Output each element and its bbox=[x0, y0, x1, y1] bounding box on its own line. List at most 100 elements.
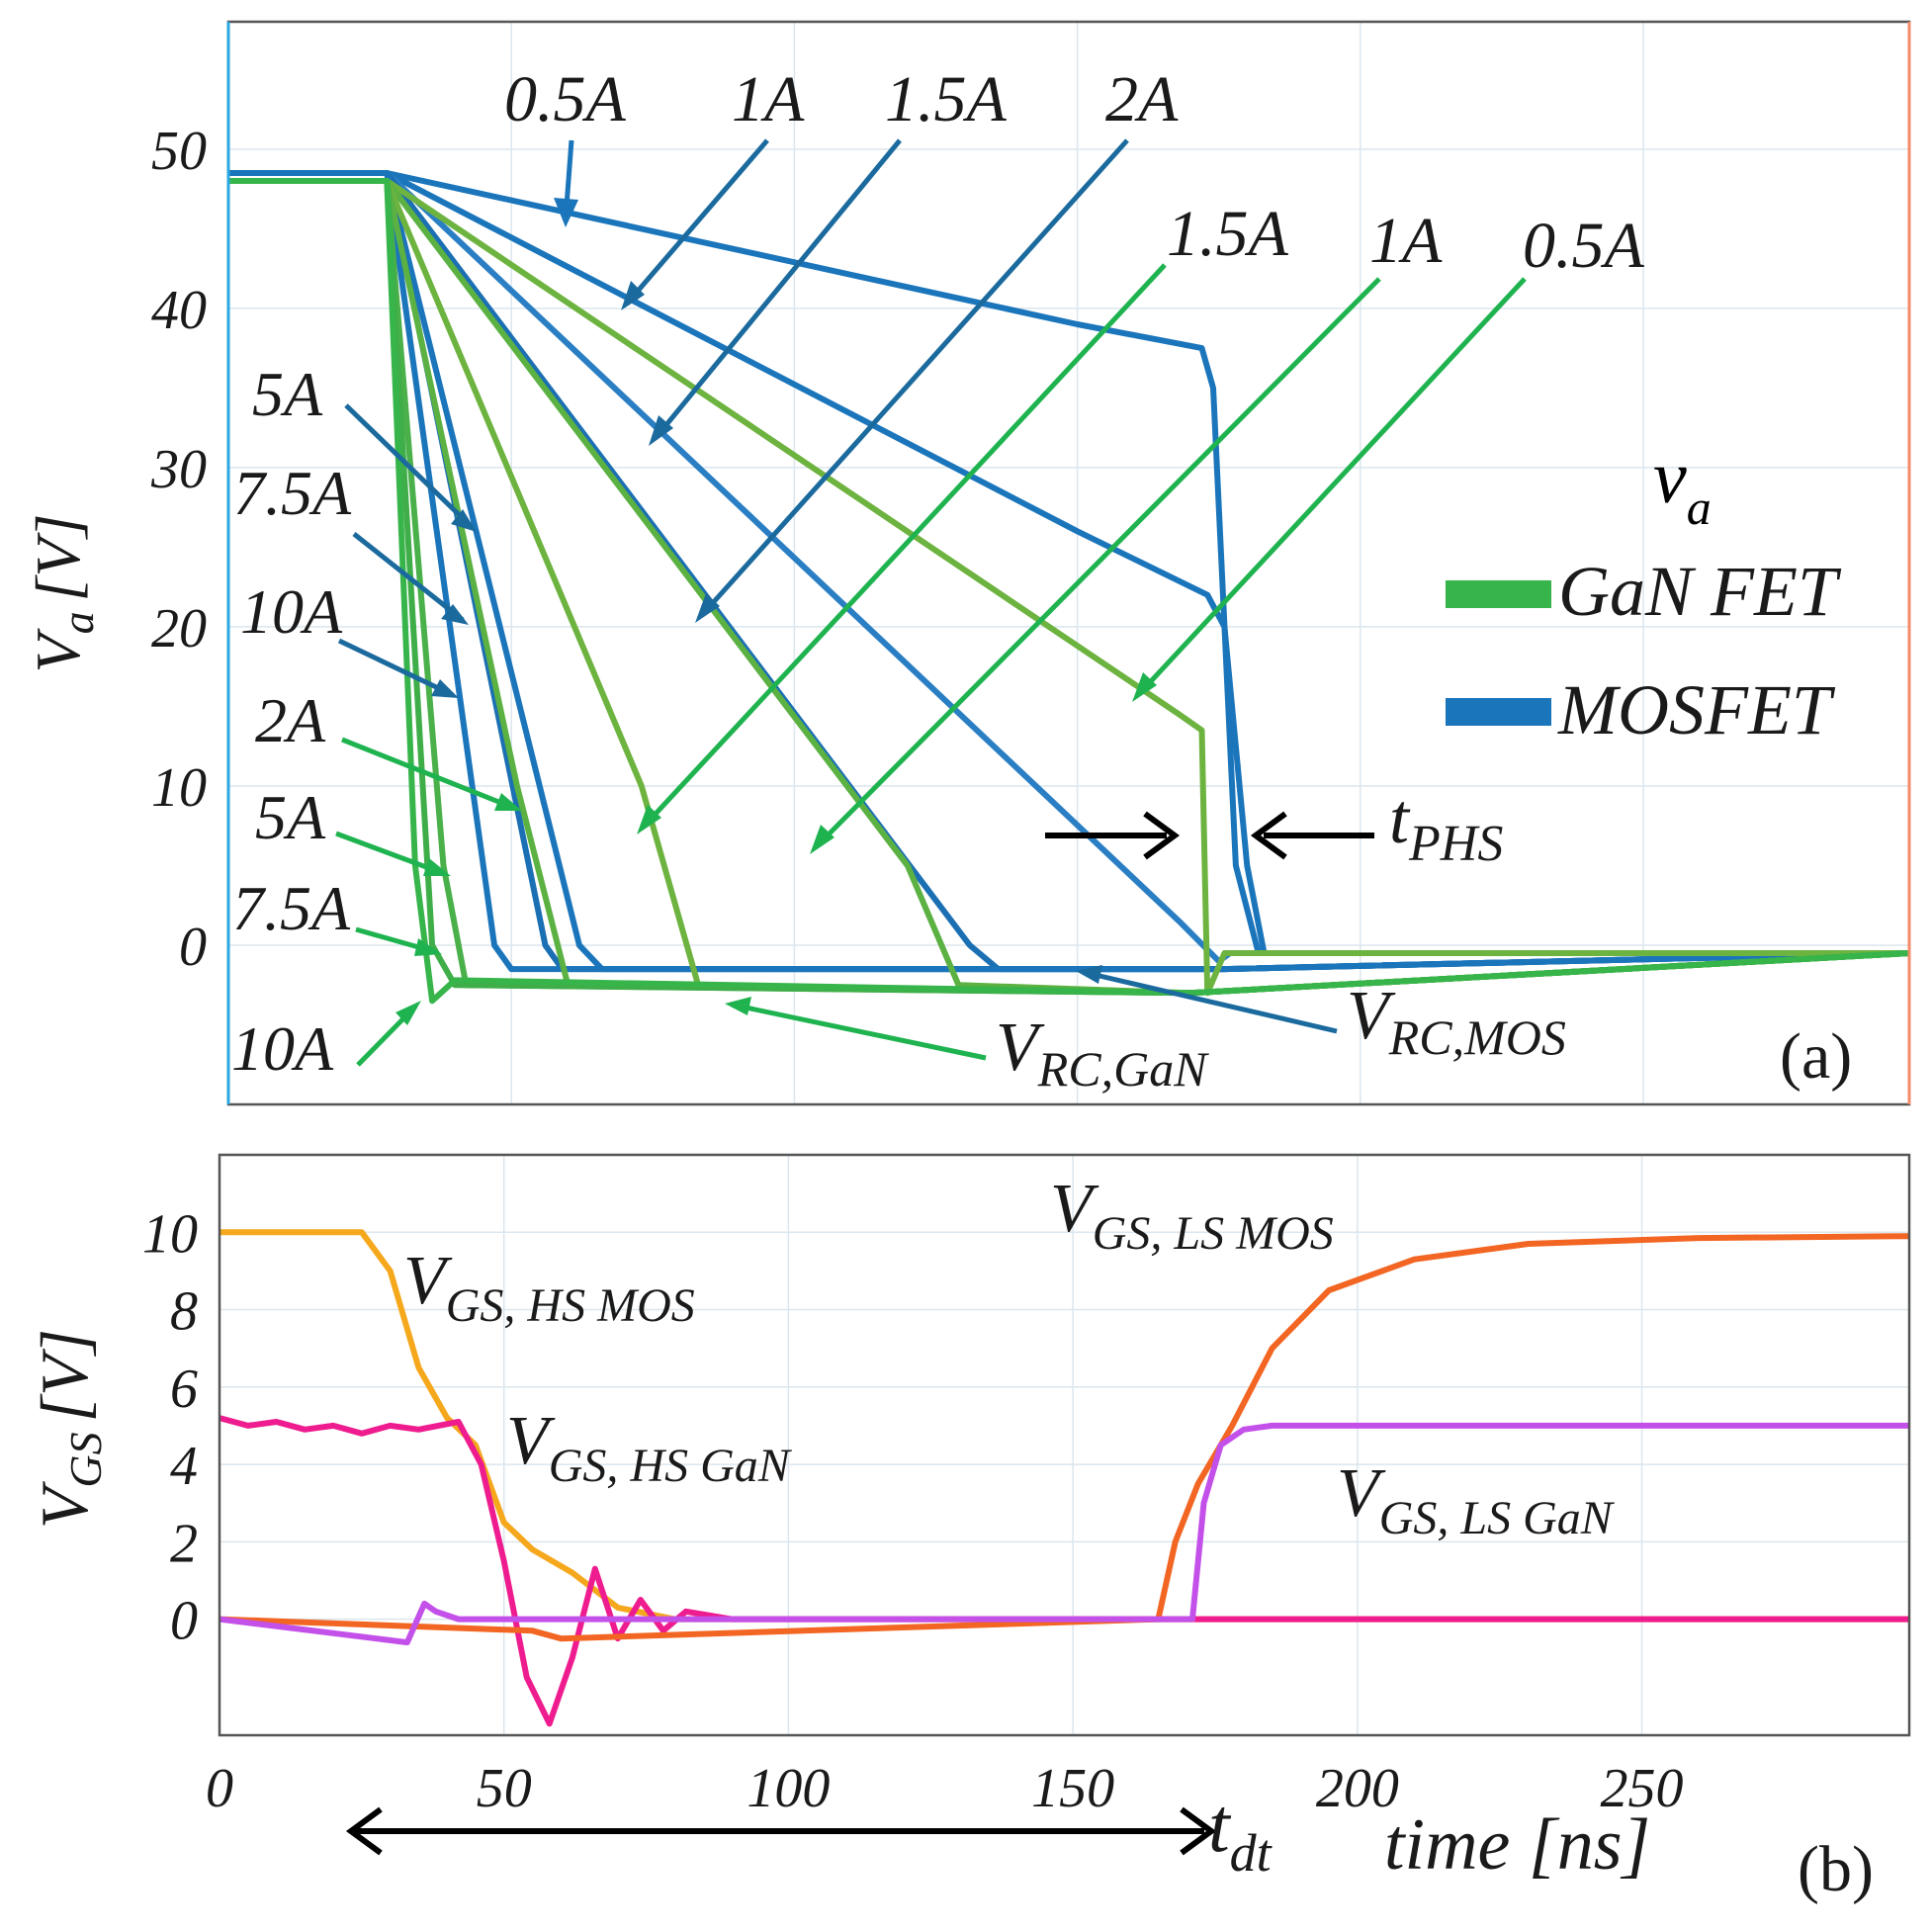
arrowhead-mos-7-5a bbox=[441, 604, 469, 625]
gan-series-10a bbox=[228, 178, 1910, 1005]
mosfet-series-10a bbox=[228, 170, 1910, 973]
t-phs-label: tPHS bbox=[1389, 779, 1503, 872]
label-ls-gan-sub: GS, LS GaN bbox=[1379, 1492, 1616, 1544]
v-rc-gan-label: VRC,GaN bbox=[996, 1010, 1209, 1097]
series-gs-hs-mos bbox=[220, 1229, 1909, 1623]
mos-label-1a: 1A bbox=[732, 63, 805, 135]
arrowhead-gan-7-5a bbox=[414, 938, 442, 956]
arrowhead-mos-1a bbox=[621, 281, 645, 310]
t-phs-sub: PHS bbox=[1408, 816, 1503, 872]
legend-mos-label: MOSFET bbox=[1557, 670, 1836, 749]
mos-top-current-labels: 0.5A 1A 1.5A 2A bbox=[504, 63, 1179, 135]
gan-label-7-5a: 7.5A bbox=[232, 873, 351, 943]
label-hs-mos-sub: GS, HS MOS bbox=[446, 1279, 695, 1332]
series-gs-ls-gan bbox=[219, 1422, 1909, 1646]
mos-label-5a: 5A bbox=[252, 359, 323, 429]
panel-b-ytick-label: 4 bbox=[170, 1436, 198, 1497]
label-hs-gan-sub: GS, HS GaN bbox=[549, 1440, 793, 1492]
panel-b-series bbox=[219, 1229, 1910, 1727]
panel-b-xtick-label: 50 bbox=[477, 1758, 532, 1819]
arrow-gan-1a bbox=[815, 277, 1381, 848]
panel-a-legend: va GaN FET MOSFET bbox=[1446, 436, 1842, 749]
arrowhead-gan-10a bbox=[395, 1001, 421, 1025]
arrowhead-mos-2a bbox=[695, 593, 720, 623]
panel-b-xtick-label: 150 bbox=[1031, 1758, 1114, 1819]
mos-label-0-5a: 0.5A bbox=[504, 63, 627, 135]
gan-left-current-labels: 2A 5A 7.5A 10A bbox=[231, 685, 351, 1084]
t-dt-main: t bbox=[1208, 1782, 1232, 1868]
arrow-v-rc-gan bbox=[731, 1002, 987, 1061]
gan-label-10a: 10A bbox=[231, 1013, 334, 1084]
legend-title: va bbox=[1653, 436, 1712, 535]
panel-b-xtick-label: 100 bbox=[746, 1758, 830, 1819]
t-dt-arrow-head-right bbox=[1180, 1806, 1217, 1856]
label-hs-mos: VGS, HS MOS bbox=[403, 1243, 695, 1332]
v-rc-mos-sub: RC,MOS bbox=[1388, 1010, 1566, 1065]
panel-a-ylabel: Va [V] bbox=[23, 514, 103, 673]
gan-label-2a: 2A bbox=[255, 685, 326, 755]
arrow-mos-1a bbox=[626, 138, 769, 305]
panel-a-ytick-label: 50 bbox=[151, 121, 207, 182]
panel-a-ytick-label: 0 bbox=[179, 917, 207, 978]
t-phs-right-arrow-head bbox=[1250, 811, 1287, 860]
arrowhead-v-rc-gan bbox=[725, 997, 751, 1015]
v-rc-gan-main: V bbox=[996, 1010, 1045, 1086]
panel-b-series-labels: VGS, HS MOS VGS, HS GaN VGS, LS MOS VGS,… bbox=[403, 1171, 1616, 1544]
panel-b-ytick-label: 10 bbox=[142, 1203, 198, 1265]
panel-b-ylabel: VGS [V] bbox=[27, 1329, 111, 1529]
gan-label-1-5a: 1.5A bbox=[1167, 198, 1289, 270]
panel-b-xtick-label: 200 bbox=[1316, 1758, 1399, 1819]
gan-label-1a: 1A bbox=[1369, 205, 1443, 277]
arrow-mos-2a bbox=[700, 138, 1129, 617]
arrowhead-mos-0-5a bbox=[554, 198, 578, 227]
mos-left-current-labels: 5A 7.5A 10A bbox=[233, 359, 352, 647]
series-gs-ls-mos bbox=[219, 1233, 1910, 1642]
arrowhead-mos-10a bbox=[431, 679, 459, 698]
t-phs-marker: tPHS bbox=[1045, 779, 1503, 872]
panel-b-ylabel-unit: [V] bbox=[27, 1329, 102, 1422]
label-hs-mos-main: V bbox=[403, 1243, 453, 1319]
arrow-gan-2a bbox=[341, 737, 517, 812]
arrowhead-gan-1a bbox=[810, 825, 834, 854]
label-ls-gan-main: V bbox=[1337, 1455, 1386, 1532]
arrow-v-rc-mos bbox=[1082, 969, 1338, 1034]
v-rc-mos-main: V bbox=[1347, 978, 1396, 1054]
t-phs-main: t bbox=[1389, 779, 1411, 858]
legend-gan-label: GaN FET bbox=[1558, 552, 1842, 631]
panel-a-ylabel-sub: a bbox=[52, 611, 103, 634]
panel-b-ytick-label: 2 bbox=[170, 1513, 198, 1574]
arrow-mos-7-5a bbox=[352, 532, 465, 622]
mos-label-10a: 10A bbox=[240, 576, 343, 647]
panel-b-ytick-label: 8 bbox=[170, 1281, 198, 1343]
panel-a-ylabel-main: V bbox=[23, 628, 93, 673]
panel-a-ytick-label: 30 bbox=[150, 439, 207, 500]
panel-a-series bbox=[228, 170, 1910, 1005]
panel-b-ytick-label: 0 bbox=[170, 1591, 198, 1652]
panel-b-ylabel-sub: GS bbox=[60, 1432, 111, 1487]
label-ls-mos-main: V bbox=[1050, 1171, 1099, 1247]
legend-mos-swatch bbox=[1446, 698, 1551, 726]
arrow-mos-10a bbox=[337, 638, 455, 698]
t-dt-sub: dt bbox=[1230, 1823, 1273, 1883]
v-rc-mos-label: VRC,MOS bbox=[1347, 978, 1566, 1065]
panel-a-tick-labels: 0 10 20 30 40 50 bbox=[150, 121, 207, 978]
panel-a-ytick-label: 40 bbox=[151, 280, 207, 341]
mos-label-2a: 2A bbox=[1105, 63, 1179, 135]
panel-b-xtick-label: 0 bbox=[206, 1758, 233, 1819]
arrow-gan-0-5a bbox=[1137, 277, 1527, 696]
label-ls-gan: VGS, LS GaN bbox=[1337, 1455, 1616, 1544]
label-hs-gan: VGS, HS GaN bbox=[506, 1403, 793, 1492]
gan-label-5a: 5A bbox=[255, 782, 326, 852]
t-phs-left-arrow-head bbox=[1143, 811, 1181, 860]
panel-a-ytick-label: 20 bbox=[151, 598, 207, 659]
panel-a-annotation-arrows bbox=[335, 138, 1527, 1067]
panel-b-xtick-label: 250 bbox=[1601, 1758, 1684, 1819]
arrow-gan-1-5a bbox=[642, 263, 1167, 829]
panel-b-ylabel-main: V bbox=[27, 1480, 102, 1529]
arrowhead-mos-1-5a bbox=[649, 415, 673, 446]
mos-label-1-5a: 1.5A bbox=[885, 63, 1008, 135]
t-dt-label: tdt bbox=[1208, 1782, 1273, 1883]
label-ls-mos: VGS, LS MOS bbox=[1050, 1171, 1334, 1260]
